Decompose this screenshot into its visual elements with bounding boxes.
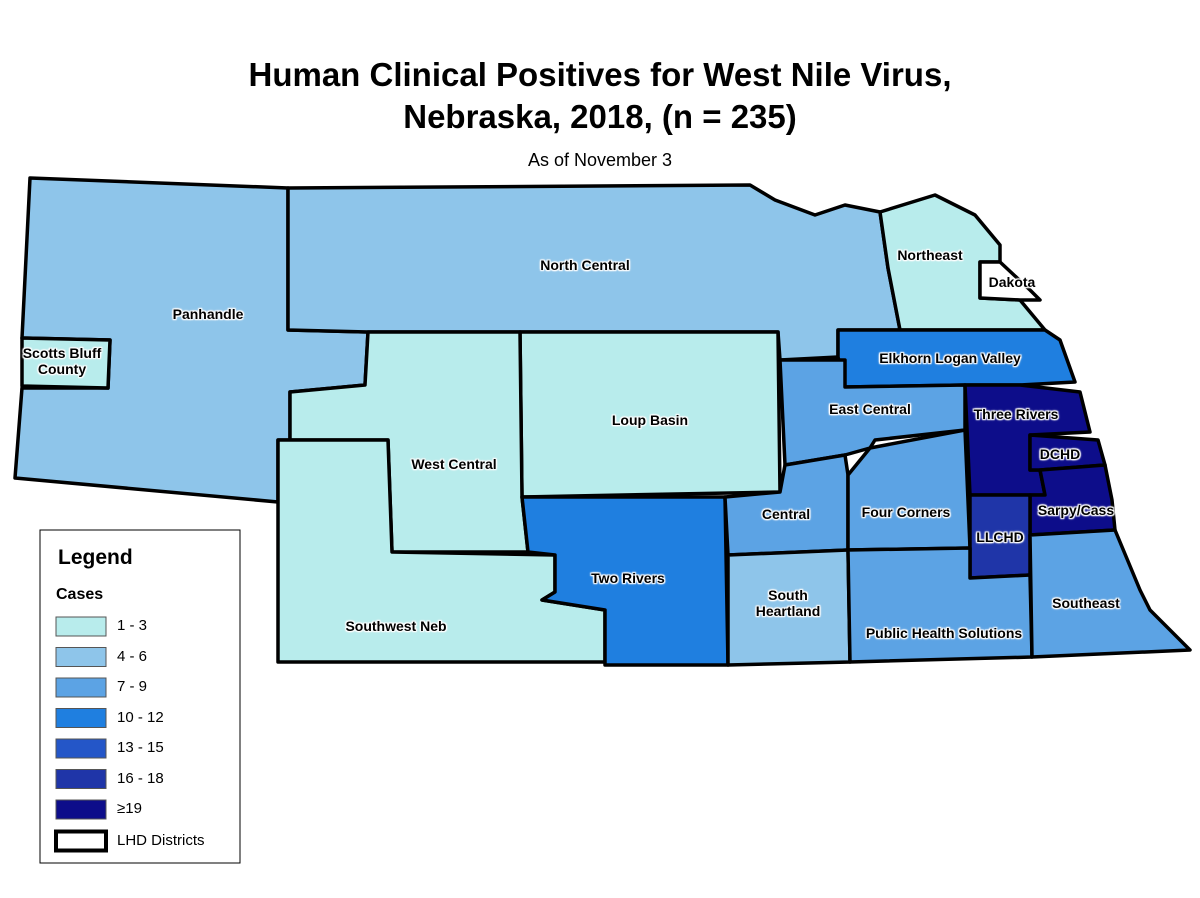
subtitle: As of November 3	[527, 150, 673, 170]
legend-label: 13 - 15	[117, 739, 164, 756]
legend-label: 10 - 12	[117, 708, 164, 726]
legend-swatch	[55, 708, 107, 728]
region-label: Sarpy/Cass	[1037, 502, 1115, 518]
legend-label: 4 - 6	[117, 647, 148, 665]
region-label: Three Rivers	[973, 406, 1059, 422]
region-label: Southeast	[1052, 595, 1120, 611]
legend-subtitle: Cases	[56, 586, 104, 603]
legend-swatch	[54, 829, 108, 853]
legend-swatch	[55, 677, 107, 698]
legend-swatch	[55, 799, 107, 820]
region-label: Four Corners	[861, 504, 951, 520]
district	[978, 260, 1042, 302]
region-label: Northeast	[897, 247, 963, 263]
legend-label: LHD Districts	[117, 831, 205, 849]
legend-label: 7 - 9	[117, 678, 148, 695]
legend-swatch	[55, 647, 107, 667]
region-label: Loup Basin	[611, 412, 689, 428]
legend-swatch	[55, 616, 107, 637]
district	[846, 428, 972, 552]
region-label: Dakota	[988, 274, 1036, 290]
region-label: LLCHD	[976, 529, 1024, 545]
region-label: Elkhorn Logan Valley	[879, 350, 1021, 366]
region-label: Two Rivers	[591, 570, 665, 586]
title: Nebraska, 2018, (n = 235)	[403, 98, 797, 135]
district	[20, 336, 112, 390]
region-label: Southwest Neb	[345, 618, 447, 634]
legend-label: 1 - 3	[117, 617, 148, 634]
region-label: East Central	[829, 401, 911, 417]
legend-swatch	[55, 769, 107, 789]
region-label: Central	[761, 506, 811, 522]
region-label: Scotts Bluff County	[22, 345, 102, 377]
region-label: Public Health Solutions	[865, 625, 1023, 641]
legend-swatch	[55, 738, 107, 759]
district	[1028, 463, 1117, 537]
region-label: Panhandle	[172, 306, 244, 322]
legend-label: 16 - 18	[117, 769, 164, 787]
district	[1028, 528, 1192, 659]
title: Human Clinical Positives for West Nile V…	[248, 56, 952, 93]
region-label: South Heartland	[755, 587, 821, 619]
legend-title: Legend	[58, 546, 133, 569]
region-label: North Central	[540, 257, 630, 273]
region-label: DCHD	[1039, 446, 1081, 462]
region-label: West Central	[411, 456, 497, 472]
legend-label: ≥19	[117, 800, 142, 817]
